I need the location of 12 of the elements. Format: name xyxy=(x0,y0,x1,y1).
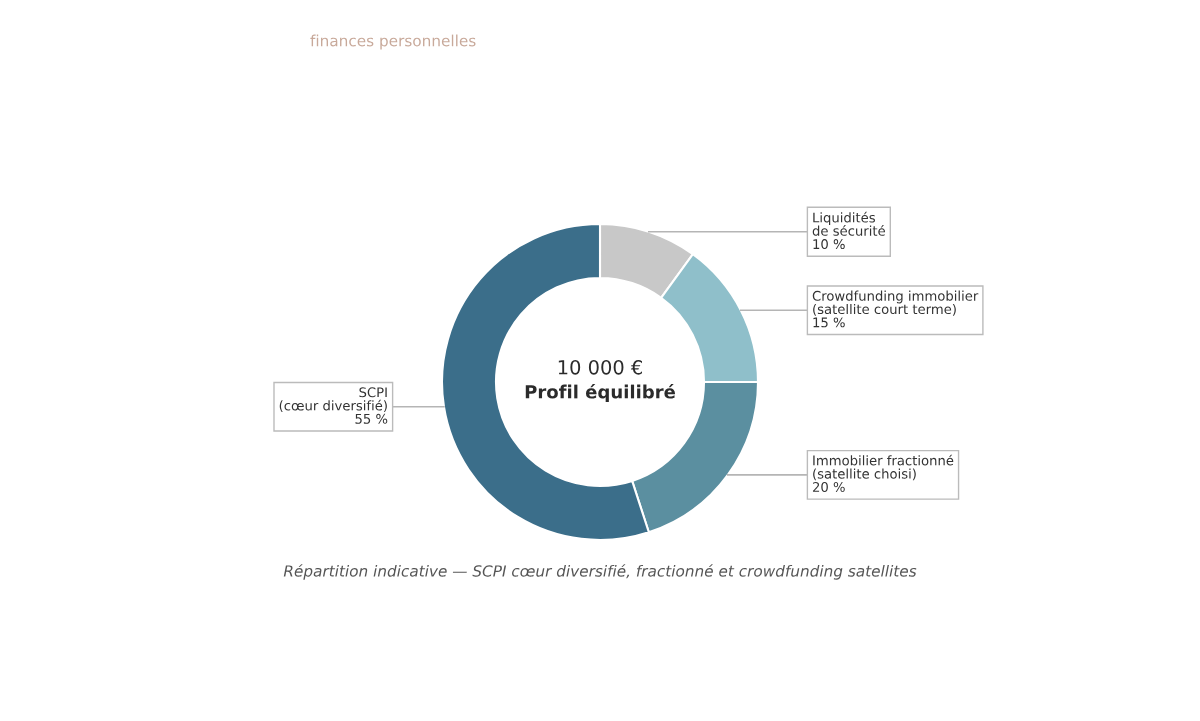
data-label: 10 % xyxy=(813,239,845,250)
data-label: 15 % xyxy=(813,317,845,328)
slice-label: SCPI (cœur diversifié) xyxy=(279,387,387,413)
text: Profil équilibré xyxy=(525,383,675,403)
slice-label: Liquidités de sécurité xyxy=(812,211,885,236)
slice-label: Immobilier fractionné (satellite choisi) xyxy=(813,454,954,481)
data-label: 55 % xyxy=(355,413,388,424)
slice-label: Crowdfunding immobilier (satellite court terme) xyxy=(812,290,979,316)
data-label: 20 % xyxy=(812,481,845,492)
text: finances personnelles xyxy=(310,34,476,50)
text: 10 000 € xyxy=(558,359,642,375)
text: Répartition indicative — SCPI cœur diversifié, fractionné et crowdfunding satellites xyxy=(283,564,917,580)
